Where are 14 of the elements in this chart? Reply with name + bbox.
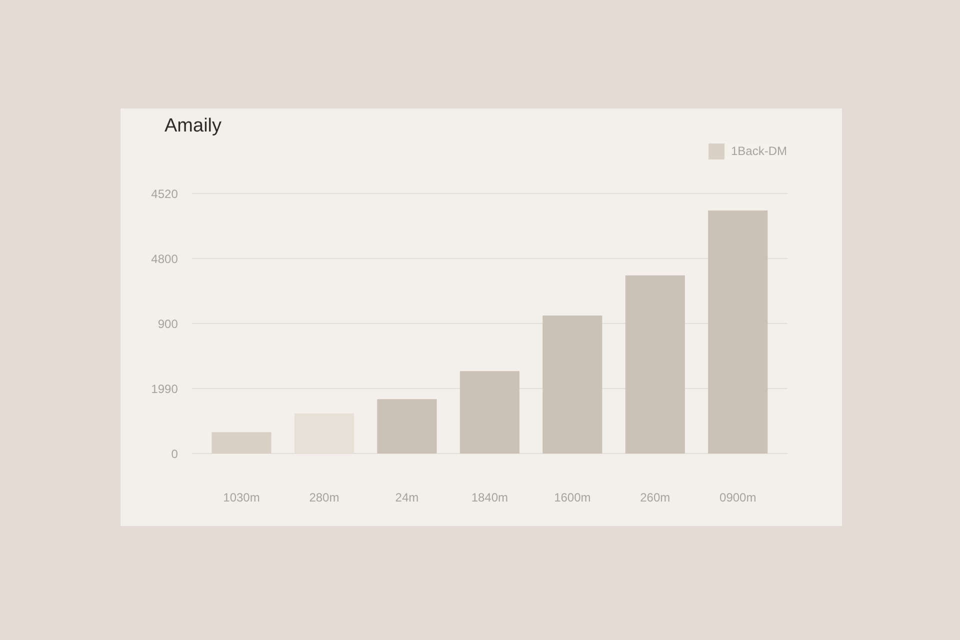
text: 4520 [151,187,178,201]
text: 1990 [151,382,178,396]
x-tick-label: 1600m [554,490,591,504]
legend-label: 1Back-DM [730,144,787,158]
x-tick-label: 260m [640,490,670,504]
x-tick-label: 1030m [223,490,260,504]
text: 0 [171,447,178,461]
x-tick-label: 0900m [720,490,756,504]
x-tick-label: 280m [309,490,340,504]
chart-title: Amaily [164,116,222,136]
x-tick-label: 1840m [471,490,508,504]
text: 4800 [151,252,178,266]
x-tick-label: 24m [395,490,419,504]
text: 900 [158,317,178,331]
